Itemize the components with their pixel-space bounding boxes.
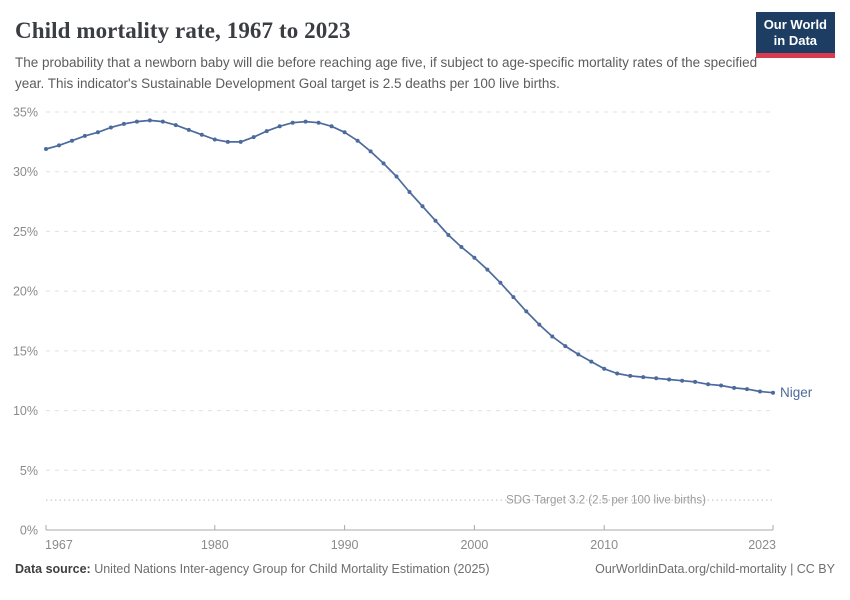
- niger-series-line[interactable]: [45, 119, 774, 394]
- data-point[interactable]: [394, 174, 399, 179]
- data-point[interactable]: [706, 382, 711, 387]
- data-point[interactable]: [277, 124, 282, 129]
- data-point[interactable]: [381, 161, 386, 166]
- data-point[interactable]: [446, 233, 451, 237]
- data-point[interactable]: [70, 138, 74, 143]
- data-point[interactable]: [654, 376, 659, 381]
- y-tick-label: 35%: [13, 106, 38, 120]
- data-point[interactable]: [290, 120, 295, 125]
- data-point[interactable]: [602, 366, 607, 371]
- y-tick-label: 0%: [20, 524, 38, 538]
- data-point[interactable]: [485, 267, 490, 272]
- data-point[interactable]: [758, 389, 762, 394]
- data-point[interactable]: [342, 130, 347, 135]
- data-point[interactable]: [693, 379, 698, 384]
- footer-links: OurWorldinData.org/child-mortality | CC …: [595, 562, 835, 576]
- data-point[interactable]: [459, 245, 464, 249]
- data-point[interactable]: [147, 118, 152, 123]
- y-tick-label: 15%: [13, 344, 38, 358]
- chart-subtitle: The probability that a newborn baby will…: [15, 55, 758, 91]
- data-point[interactable]: [121, 121, 126, 126]
- data-point[interactable]: [407, 190, 412, 194]
- data-source-label: Data source:: [15, 562, 91, 576]
- y-tick-label: 5%: [20, 464, 38, 478]
- data-point[interactable]: [615, 371, 620, 376]
- x-tick-label: 1967: [45, 538, 73, 552]
- data-point[interactable]: [44, 147, 48, 151]
- chart-footer: Data source: United Nations Inter-agency…: [15, 562, 835, 576]
- data-point[interactable]: [667, 377, 672, 382]
- data-point[interactable]: [264, 129, 269, 134]
- data-point[interactable]: [563, 344, 568, 349]
- data-point[interactable]: [186, 127, 191, 132]
- data-point[interactable]: [316, 120, 321, 125]
- data-point[interactable]: [134, 119, 139, 124]
- data-point[interactable]: [511, 295, 516, 300]
- owid-logo-line1: Our World: [763, 17, 827, 32]
- data-point[interactable]: [537, 322, 542, 327]
- x-tick-label: 1990: [331, 538, 359, 552]
- x-tick-label: 2023: [748, 538, 776, 552]
- data-point[interactable]: [628, 373, 633, 378]
- data-point[interactable]: [641, 375, 646, 380]
- data-point[interactable]: [82, 133, 87, 138]
- data-point[interactable]: [420, 204, 425, 209]
- x-tick-label: 2010: [590, 538, 618, 552]
- data-point[interactable]: [576, 352, 581, 357]
- data-point[interactable]: [199, 132, 204, 137]
- data-point[interactable]: [433, 218, 438, 223]
- series-entity-label[interactable]: Niger: [780, 385, 813, 400]
- data-point[interactable]: [680, 378, 685, 383]
- page-title: Child mortality rate, 1967 to 2023: [15, 18, 351, 43]
- data-point[interactable]: [732, 385, 737, 390]
- data-point[interactable]: [498, 280, 503, 285]
- data-source-text: United Nations Inter-agency Group for Ch…: [90, 562, 490, 576]
- data-point[interactable]: [225, 139, 230, 144]
- x-tick-label: 2000: [460, 538, 488, 552]
- data-point[interactable]: [57, 143, 61, 148]
- data-point[interactable]: [238, 139, 243, 144]
- y-tick-label: 30%: [13, 165, 38, 179]
- data-point[interactable]: [368, 149, 373, 154]
- data-point[interactable]: [745, 387, 749, 392]
- data-point[interactable]: [95, 130, 100, 135]
- data-point[interactable]: [771, 390, 775, 395]
- data-point[interactable]: [472, 255, 477, 260]
- owid-url-link[interactable]: OurWorldinData.org/child-mortality | CC …: [595, 562, 835, 576]
- data-point[interactable]: [160, 119, 165, 124]
- x-tick-label: 1980: [201, 538, 229, 552]
- data-point[interactable]: [251, 135, 256, 140]
- data-point[interactable]: [550, 334, 555, 339]
- y-tick-label: 25%: [13, 225, 38, 239]
- data-point[interactable]: [212, 137, 217, 142]
- data-point[interactable]: [173, 123, 178, 128]
- data-point[interactable]: [329, 124, 334, 129]
- y-tick-label: 10%: [13, 404, 38, 418]
- data-point[interactable]: [355, 138, 360, 143]
- data-point[interactable]: [719, 383, 724, 388]
- data-point[interactable]: [589, 359, 594, 364]
- y-tick-label: 20%: [13, 285, 38, 299]
- data-point[interactable]: [524, 309, 529, 314]
- owid-logo[interactable]: Our World in Data: [755, 12, 835, 58]
- sdg-target-label: SDG Target 3.2 (2.5 per 100 live births): [506, 495, 706, 507]
- data-point[interactable]: [108, 125, 113, 130]
- data-point[interactable]: [303, 119, 308, 124]
- chart-header: Child mortality rate, 1967 to 2023 Our W…: [15, 12, 835, 94]
- data-source: Data source: United Nations Inter-agency…: [15, 562, 490, 576]
- owid-logo-line2: in Data: [773, 33, 818, 49]
